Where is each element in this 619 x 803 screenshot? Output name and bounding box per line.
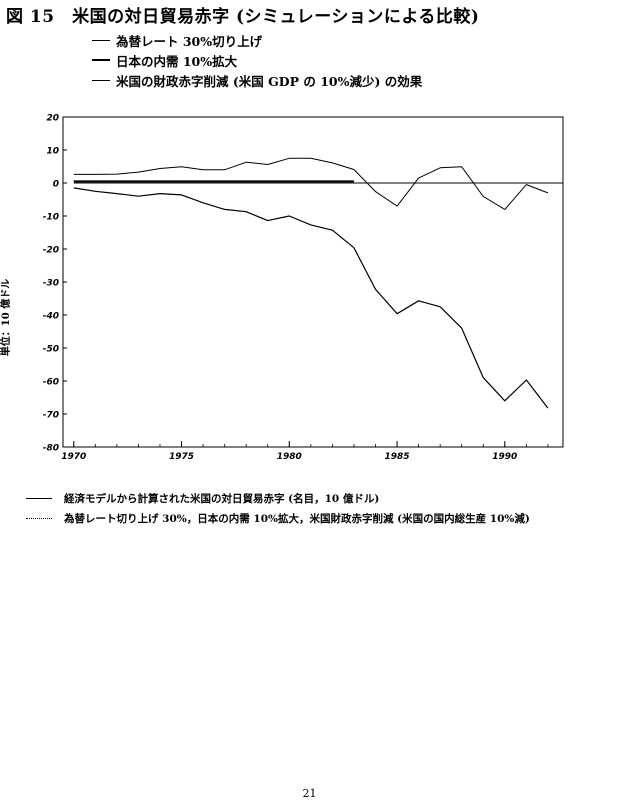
y-tick-label: 10 (46, 147, 59, 157)
page-number: 21 (302, 787, 317, 800)
x-tick-label: 1990 (492, 452, 517, 462)
y-tick-label: -60 (43, 378, 59, 388)
legend-swatch-thin (92, 79, 110, 81)
x-axis-ticks: 1970 1975 1980 1985 1990 (61, 441, 549, 462)
y-tick-label: -50 (43, 345, 59, 355)
y-axis-ticks: 20 10 0 -10 -20 -30 -40 -50 -60 -70 -80 (43, 114, 67, 454)
series-line-solid (73, 187, 549, 409)
x-tick-label: 1985 (385, 452, 410, 462)
top-legend-item-exchange: 為替レート 30%切り上げ (92, 30, 422, 50)
y-tick-label: -70 (43, 411, 59, 421)
x-tick-label: 1975 (169, 452, 194, 462)
top-legend: 為替レート 30%切り上げ 日本の内需 10%拡大 米国の財政赤字削減 (米国 … (92, 30, 422, 90)
y-tick-label: 20 (46, 114, 59, 124)
y-tick-label: -40 (43, 312, 59, 322)
series-line-upper (73, 157, 549, 210)
series-lines (73, 157, 549, 409)
legend-swatch-solid (26, 497, 52, 499)
legend-label: 為替レート切り上げ 30%，日本の内需 10%拡大，米国財政赤字削減 (米国の国… (64, 512, 530, 525)
y-tick-label: -10 (43, 213, 59, 223)
y-tick-label: 0 (53, 180, 59, 190)
y-tick-label: -20 (43, 246, 59, 256)
plot-border (62, 116, 564, 448)
x-tick-label: 1970 (61, 452, 86, 462)
x-tick-label: 1980 (277, 452, 302, 462)
legend-label: 米国の財政赤字削減 (米国 GDP の 10%減少) の効果 (116, 73, 423, 89)
plot-frame (62, 116, 564, 448)
legend-label: 経済モデルから計算された米国の対日貿易赤字 (名目，10 億ドル) (64, 492, 380, 505)
legend-swatch-thin (92, 39, 110, 41)
top-legend-item-demand: 日本の内需 10%拡大 (92, 50, 422, 70)
y-tick-label: -30 (43, 279, 59, 289)
y-tick-label: -80 (43, 444, 59, 454)
chart-title: 図 15 米国の対日貿易赤字 (シミュレーションによる比較) (6, 7, 480, 27)
bottom-legend-item-model: 経済モデルから計算された米国の対日貿易赤字 (名目，10 億ドル) (26, 488, 530, 508)
legend-label: 日本の内需 10%拡大 (116, 53, 238, 69)
bottom-legend-item-combined: 為替レート切り上げ 30%，日本の内需 10%拡大，米国財政赤字削減 (米国の国… (26, 508, 530, 528)
bottom-legend: 経済モデルから計算された米国の対日貿易赤字 (名目，10 億ドル) 為替レート切… (26, 488, 530, 528)
legend-swatch-dotted (26, 517, 52, 519)
legend-label: 為替レート 30%切り上げ (116, 33, 263, 49)
legend-swatch-bold (92, 59, 110, 61)
top-legend-item-fiscal: 米国の財政赤字削減 (米国 GDP の 10%減少) の効果 (92, 70, 422, 90)
